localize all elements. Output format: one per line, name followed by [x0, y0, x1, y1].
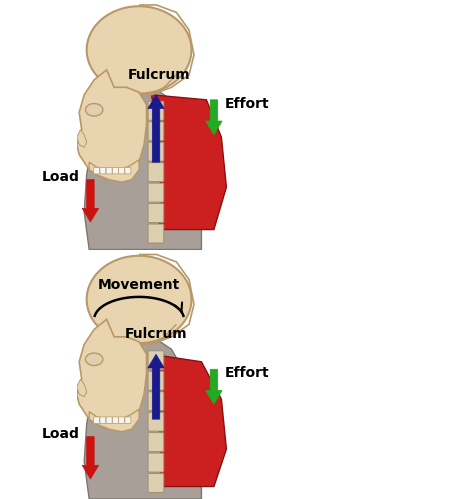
Text: Fulcrum: Fulcrum	[125, 327, 188, 341]
Polygon shape	[77, 130, 87, 147]
FancyBboxPatch shape	[148, 224, 164, 243]
Text: Effort: Effort	[225, 366, 270, 380]
FancyBboxPatch shape	[148, 204, 164, 223]
FancyBboxPatch shape	[148, 453, 164, 472]
Polygon shape	[77, 379, 87, 397]
Polygon shape	[152, 95, 227, 230]
FancyBboxPatch shape	[148, 101, 164, 120]
Polygon shape	[89, 160, 139, 182]
Polygon shape	[206, 100, 222, 135]
FancyBboxPatch shape	[125, 168, 131, 174]
FancyBboxPatch shape	[148, 142, 164, 161]
Polygon shape	[84, 87, 201, 250]
Polygon shape	[152, 354, 227, 487]
Ellipse shape	[85, 104, 103, 116]
FancyBboxPatch shape	[106, 168, 112, 174]
Text: Effort: Effort	[225, 96, 270, 111]
Ellipse shape	[87, 255, 191, 343]
FancyBboxPatch shape	[112, 168, 118, 174]
FancyBboxPatch shape	[94, 417, 100, 423]
Text: Load: Load	[41, 427, 79, 441]
Text: Fulcrum: Fulcrum	[128, 68, 191, 82]
Polygon shape	[77, 70, 146, 180]
FancyBboxPatch shape	[118, 168, 125, 174]
FancyBboxPatch shape	[148, 474, 164, 493]
FancyBboxPatch shape	[148, 183, 164, 202]
FancyBboxPatch shape	[148, 392, 164, 411]
FancyBboxPatch shape	[148, 351, 164, 370]
Polygon shape	[148, 95, 164, 162]
FancyBboxPatch shape	[106, 417, 112, 423]
Polygon shape	[89, 409, 139, 432]
Polygon shape	[148, 354, 164, 419]
FancyBboxPatch shape	[112, 417, 118, 423]
Ellipse shape	[87, 6, 191, 94]
Polygon shape	[82, 437, 99, 479]
FancyBboxPatch shape	[148, 371, 164, 390]
FancyBboxPatch shape	[148, 433, 164, 452]
FancyBboxPatch shape	[94, 168, 100, 174]
FancyBboxPatch shape	[125, 417, 131, 423]
Polygon shape	[82, 180, 99, 222]
FancyBboxPatch shape	[100, 417, 106, 423]
FancyBboxPatch shape	[148, 163, 164, 182]
Polygon shape	[84, 337, 201, 499]
FancyBboxPatch shape	[100, 168, 106, 174]
Polygon shape	[77, 319, 146, 429]
FancyBboxPatch shape	[148, 412, 164, 431]
Polygon shape	[206, 369, 222, 404]
FancyBboxPatch shape	[118, 417, 125, 423]
Ellipse shape	[85, 353, 103, 365]
FancyBboxPatch shape	[148, 122, 164, 141]
Text: Load: Load	[41, 170, 79, 184]
Text: Movement: Movement	[98, 278, 180, 292]
